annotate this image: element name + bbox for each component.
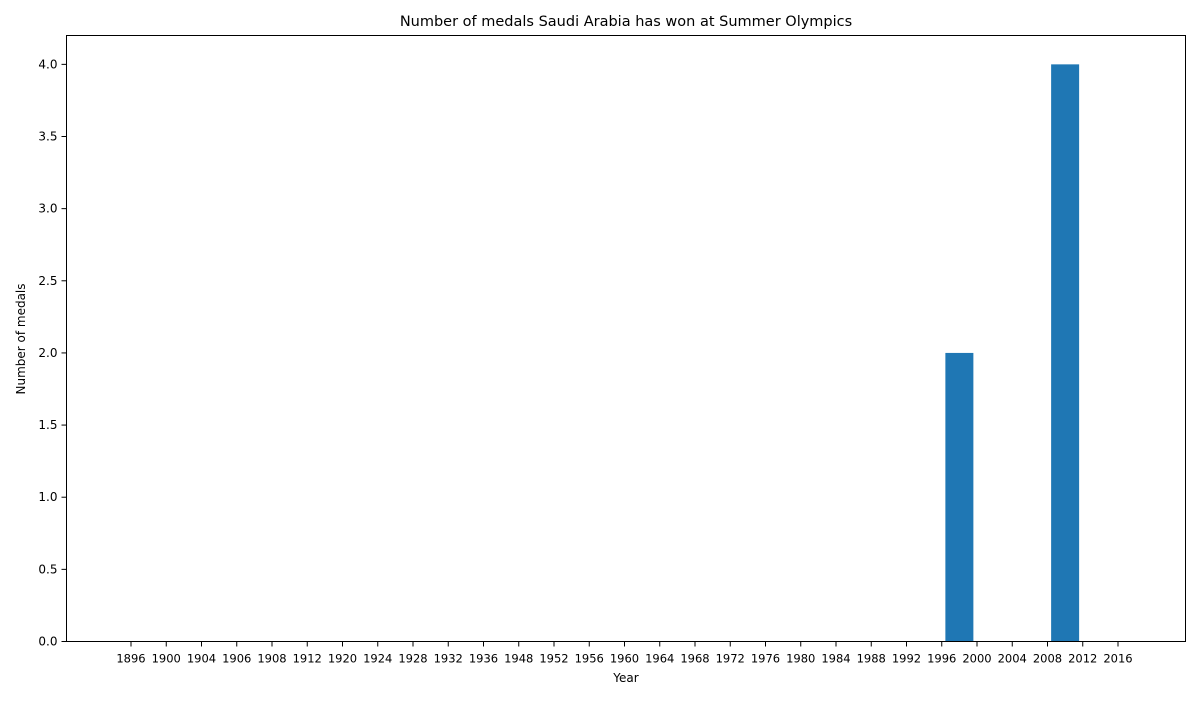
x-tick-label: 1920 (328, 652, 357, 666)
x-tick-label: 1980 (786, 652, 815, 666)
bars-layer (945, 64, 1080, 642)
plot-frame (66, 35, 1186, 642)
x-tick-label: 2000 (962, 652, 991, 666)
x-tick-label: 1936 (469, 652, 498, 666)
x-tick-label: 1896 (116, 652, 145, 666)
x-tick-label: 1904 (187, 652, 216, 666)
x-tick-label: 1908 (257, 652, 286, 666)
x-tick-label: 1988 (857, 652, 886, 666)
y-tick-label: 2.0 (38, 346, 57, 360)
x-tick-label: 1976 (751, 652, 780, 666)
x-tick-label: 1948 (504, 652, 533, 666)
x-tick-label: 1956 (575, 652, 604, 666)
y-tick-label: 0.0 (38, 635, 57, 649)
x-tick-label: 1996 (927, 652, 956, 666)
x-tick-label: 2004 (998, 652, 1027, 666)
y-tick-label: 2.5 (38, 274, 57, 288)
x-tick-label: 1984 (821, 652, 850, 666)
x-tick-label: 2008 (1033, 652, 1062, 666)
y-tick-label: 1.0 (38, 490, 57, 504)
x-tick-label: 1992 (892, 652, 921, 666)
bar-1 (1051, 64, 1080, 642)
x-tick-label: 1960 (610, 652, 639, 666)
x-tick-label: 1912 (293, 652, 322, 666)
x-tick-label: 1900 (152, 652, 181, 666)
y-tick-label: 4.0 (38, 57, 57, 71)
y-tick-label: 3.5 (38, 130, 57, 144)
x-tick-label: 1928 (398, 652, 427, 666)
x-tick-label: 1952 (539, 652, 568, 666)
x-tick-label: 1972 (716, 652, 745, 666)
x-axis-ticks: 1896 1900 1904 1906 1908 1912 1920 1924 1928 1932… (116, 641, 1133, 666)
y-tick-label: 0.5 (38, 562, 57, 576)
x-tick-label: 2016 (1103, 652, 1132, 666)
x-tick-label: 1964 (645, 652, 674, 666)
x-tick-label: 1968 (680, 652, 709, 666)
x-tick-label: 2012 (1068, 652, 1097, 666)
y-axis-ticks: 0.0 0.5 1.0 1.5 2.0 2.5 3.0 3.5 4.0 (38, 57, 67, 649)
bar-0 (945, 352, 974, 642)
y-axis-label: Number of medals (14, 283, 28, 394)
chart-title: Number of medals Saudi Arabia has won at… (400, 14, 852, 30)
x-tick-label: 1924 (363, 652, 392, 666)
x-axis-label: Year (612, 671, 638, 685)
x-tick-label: 1906 (222, 652, 251, 666)
y-tick-label: 1.5 (38, 418, 57, 432)
x-tick-label: 1932 (434, 652, 463, 666)
y-tick-label: 3.0 (38, 202, 57, 216)
